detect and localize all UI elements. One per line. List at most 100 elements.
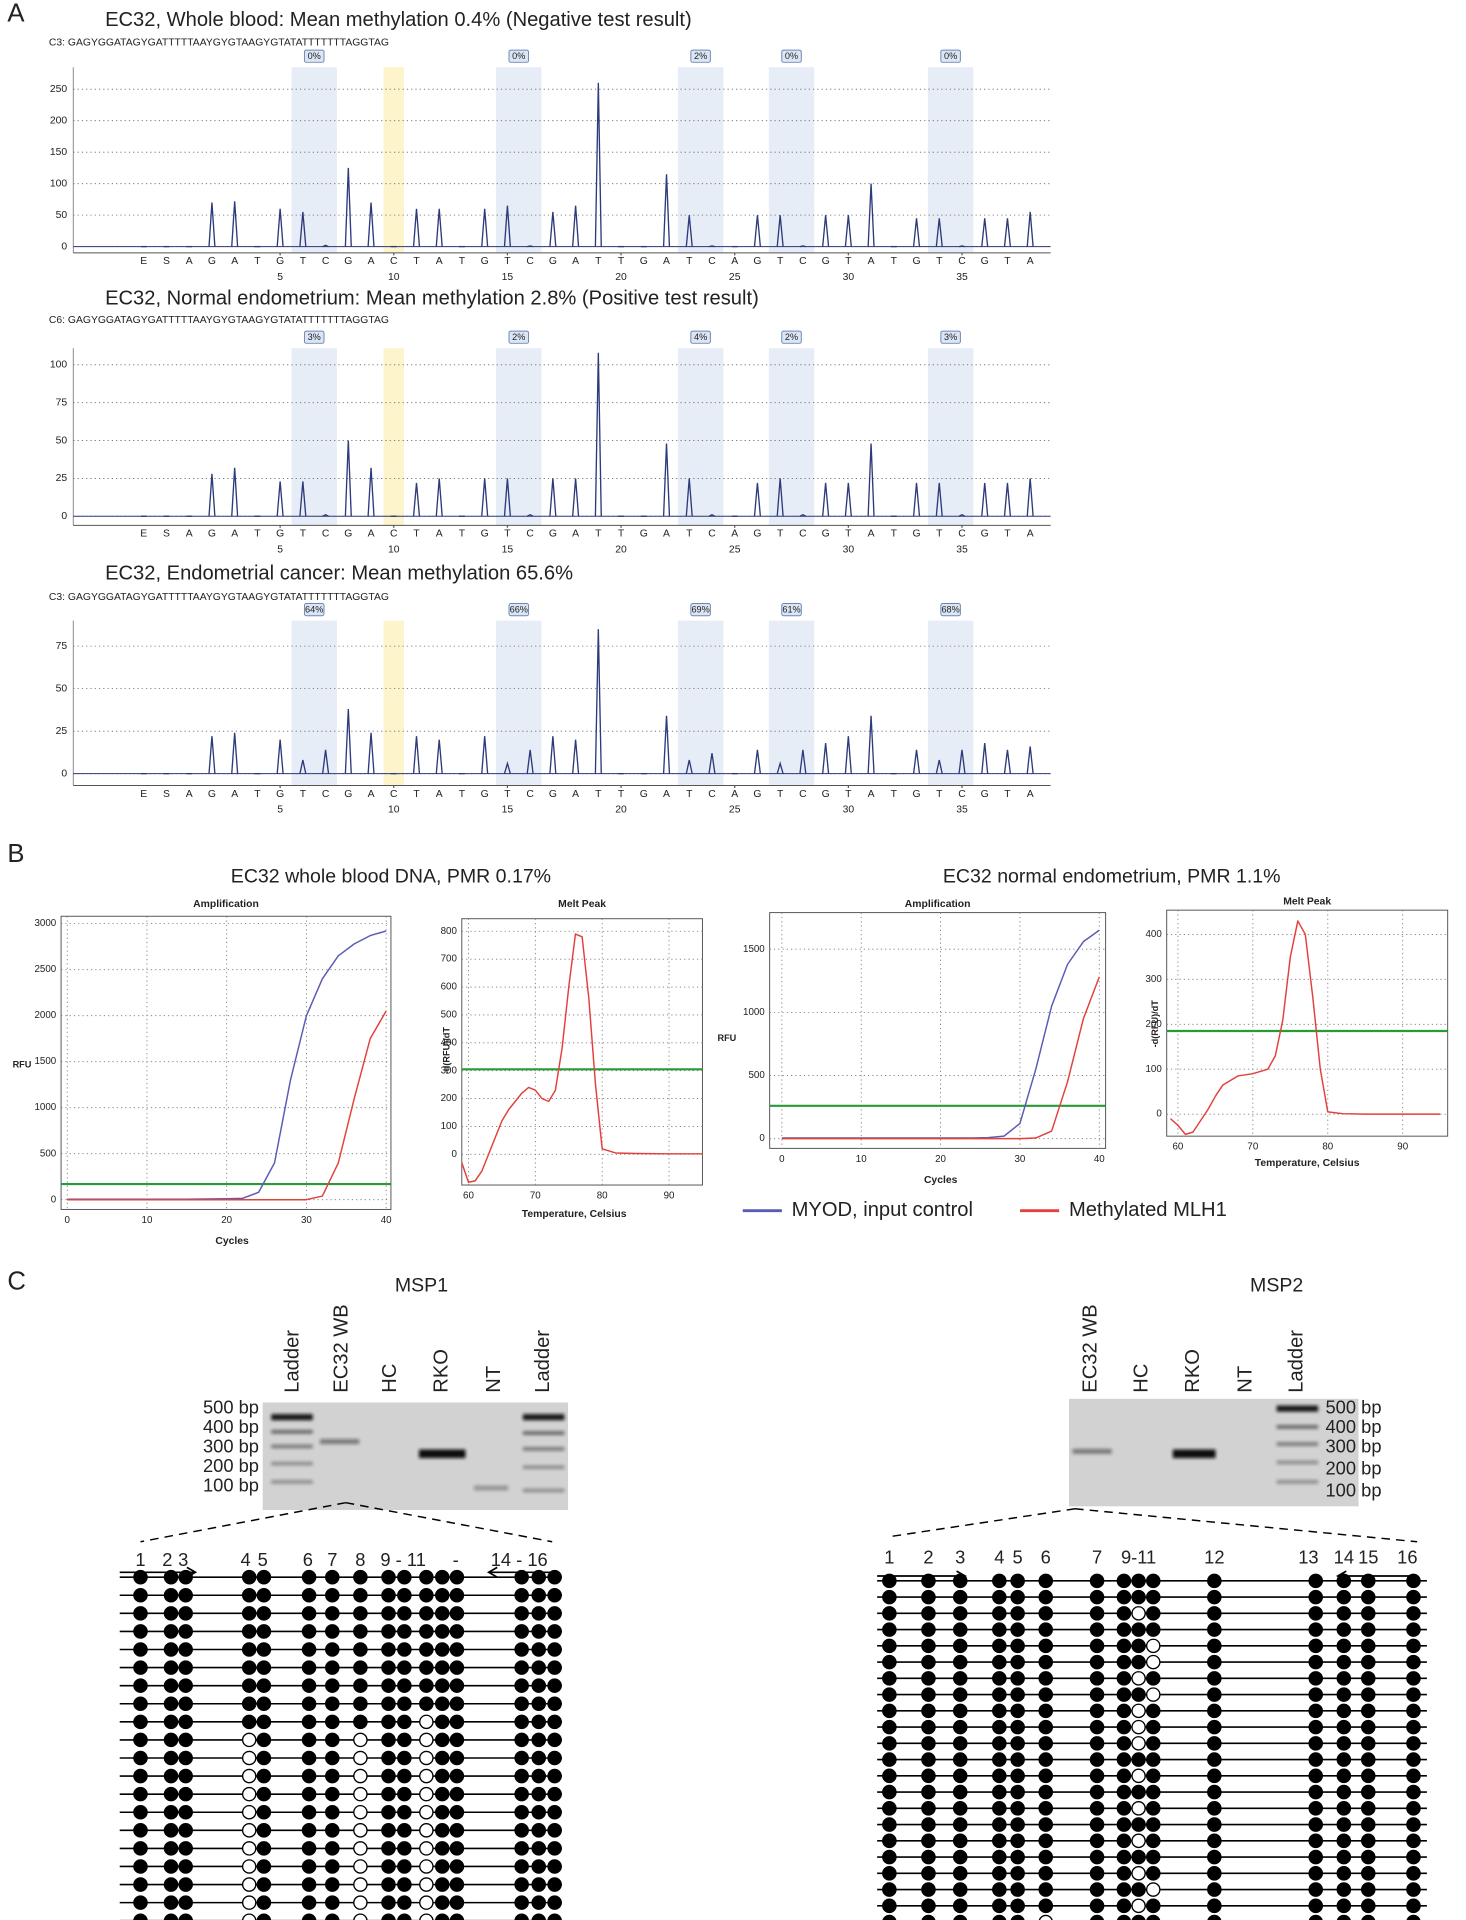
peak xyxy=(935,482,943,517)
chart-heading: Melt Peak xyxy=(558,899,606,910)
methylated-cpg xyxy=(1146,1914,1161,1920)
methylated-cpg xyxy=(921,1817,936,1832)
methylated-cpg xyxy=(1145,1898,1161,1914)
percent-box xyxy=(690,603,711,617)
methylated-cpg xyxy=(1308,1703,1324,1719)
sequence: C6: GAGYGGATAGYGATTTTTAAYGYGTAAGYGTATATT… xyxy=(49,315,389,326)
methylated-cpg xyxy=(1010,1817,1025,1832)
methylated-cpg xyxy=(1336,1768,1352,1784)
methylated-cpg xyxy=(397,1841,412,1856)
methylated-cpg xyxy=(1089,1898,1105,1914)
methylated-cpg xyxy=(1406,1898,1421,1914)
unmethylated-cpg xyxy=(1131,1703,1146,1719)
unmethylated-cpg xyxy=(419,1768,434,1784)
peak xyxy=(708,245,716,248)
methylated-cpg xyxy=(921,1719,936,1735)
methylated-cpg xyxy=(178,1569,193,1585)
peak xyxy=(572,205,580,247)
methylated-cpg xyxy=(1038,1671,1054,1686)
methylated-cpg xyxy=(1131,1784,1146,1800)
methylated-cpg xyxy=(434,1841,450,1856)
methylated-cpg xyxy=(1406,1719,1421,1735)
gel-band xyxy=(320,1439,360,1445)
methylated-cpg xyxy=(1116,1833,1132,1849)
dispensation-letter: T xyxy=(504,529,511,540)
methylated-cpg xyxy=(1336,1687,1352,1702)
methylated-cpg xyxy=(1207,1687,1222,1702)
methylated-cpg xyxy=(992,1671,1007,1686)
methylated-cpg xyxy=(301,1606,317,1621)
methylated-cpg xyxy=(921,1801,936,1816)
gel-band xyxy=(1276,1480,1319,1484)
methylated-cpg xyxy=(419,1569,434,1585)
methylated-cpg xyxy=(1089,1866,1105,1881)
dispensation-letter: C xyxy=(322,789,330,800)
methylated-cpg xyxy=(256,1786,272,1802)
sequence: C3: GAGYGGATAGYGATTTTTAAYGYGTAAGYGTATATT… xyxy=(49,38,389,49)
peak xyxy=(1026,211,1034,247)
methylated-cpg xyxy=(1308,1622,1324,1637)
methylated-cpg xyxy=(434,1696,450,1712)
methylated-cpg xyxy=(952,1833,968,1849)
dispensation-letter: A xyxy=(231,529,238,540)
methylated-cpg xyxy=(882,1801,897,1816)
methylated-cpg xyxy=(1360,1671,1376,1686)
methylated-cpg xyxy=(921,1573,936,1589)
methylated-cpg xyxy=(1089,1703,1105,1719)
methylated-cpg xyxy=(1089,1849,1105,1865)
peak xyxy=(1026,746,1034,774)
methylated-cpg xyxy=(449,1569,465,1585)
x-tick-label: 20 xyxy=(935,1154,946,1165)
percent-box xyxy=(508,49,530,63)
methylated-cpg xyxy=(1116,1914,1131,1920)
methylated-cpg xyxy=(1360,1589,1376,1605)
methylated-cpg xyxy=(1131,1817,1146,1832)
msp-title: MSP2 xyxy=(1250,1275,1303,1297)
unmethylated-cpg xyxy=(353,1768,368,1784)
methylated-cpg xyxy=(301,1732,317,1748)
methylated-cpg xyxy=(1145,1849,1161,1865)
methylated-cpg xyxy=(353,1642,368,1657)
methylated-cpg xyxy=(178,1859,193,1874)
y-tick-label: 500 xyxy=(748,1070,765,1081)
methylated-cpg xyxy=(1089,1882,1105,1897)
methylated-cpg xyxy=(325,1804,340,1820)
methylated-cpg xyxy=(882,1914,897,1920)
methylated-cpg xyxy=(1406,1573,1421,1589)
cpg-number: 6 xyxy=(1041,1547,1051,1568)
peak xyxy=(299,211,307,247)
methylated-cpg xyxy=(952,1719,968,1735)
dispensation-letter: A xyxy=(1027,789,1034,800)
methylated-cpg xyxy=(921,1914,936,1920)
cpg-number: 1 xyxy=(135,1549,145,1570)
methylated-cpg xyxy=(1361,1914,1376,1920)
cpg-region xyxy=(291,348,337,526)
x-tick-label: 15 xyxy=(502,272,514,283)
methylated-cpg xyxy=(397,1587,412,1603)
dispensation-letter: C xyxy=(322,256,330,267)
unmethylated-cpg xyxy=(1131,1833,1146,1849)
methylated-cpg xyxy=(397,1660,412,1675)
methylated-cpg xyxy=(547,1750,562,1766)
methylated-cpg xyxy=(1010,1654,1025,1670)
unmethylated-cpg xyxy=(1145,1882,1161,1897)
peak xyxy=(776,761,784,774)
cpg-number: 2 xyxy=(162,1549,172,1570)
methylated-cpg xyxy=(353,1696,368,1712)
dispensation-letter: G xyxy=(753,789,761,800)
y-tick-label: 0 xyxy=(451,1149,457,1160)
methylated-cpg xyxy=(397,1786,412,1802)
cpg-number: 1 xyxy=(884,1547,894,1568)
methylated-cpg xyxy=(163,1732,179,1748)
peak xyxy=(503,478,512,517)
dispensation-letter: A xyxy=(436,529,443,540)
dispensation-letter: T xyxy=(845,256,852,267)
panel-label: C xyxy=(7,1268,26,1296)
methylated-cpg xyxy=(952,1687,968,1702)
dispensation-letter: T xyxy=(891,256,898,267)
methylated-cpg xyxy=(1038,1654,1054,1670)
unmethylated-cpg xyxy=(353,1841,368,1856)
percent-label: 69% xyxy=(691,605,709,615)
methylated-cpg xyxy=(1207,1817,1222,1832)
methylated-cpg xyxy=(133,1660,148,1675)
